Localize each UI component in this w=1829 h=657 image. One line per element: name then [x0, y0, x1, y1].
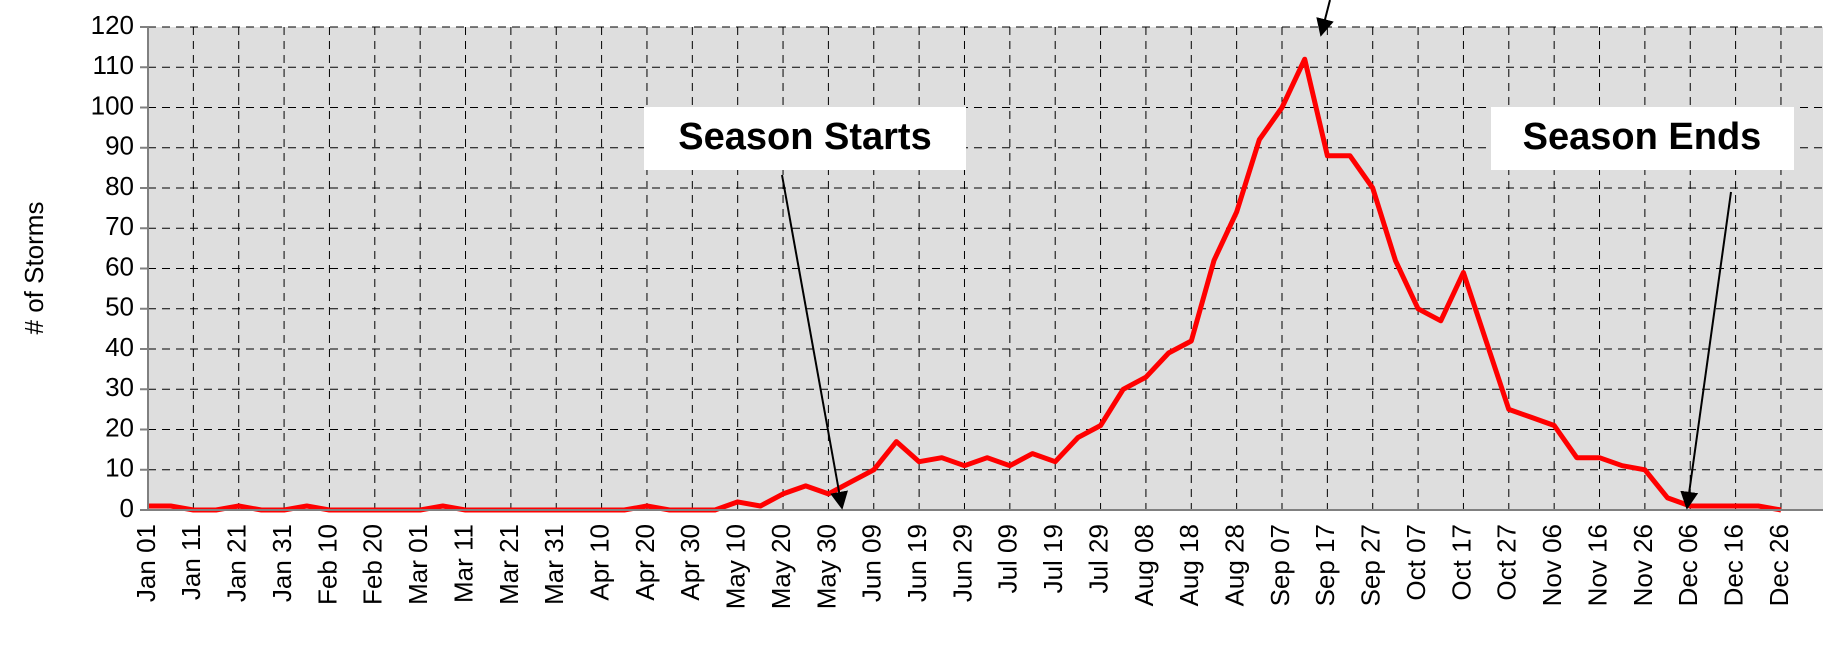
x-tick-label: Sep 27: [1356, 524, 1386, 606]
x-tick-label: Mar 21: [494, 524, 524, 605]
annotation-arrow: [1680, 191, 1732, 510]
x-tick-label: Aug 08: [1129, 524, 1159, 606]
y-tick-label: 80: [105, 171, 134, 201]
annotation-arrow: [781, 174, 848, 510]
x-tick-label: Apr 10: [584, 524, 614, 601]
y-tick-label: 10: [105, 453, 134, 483]
x-tick-label: Sep 07: [1265, 524, 1295, 606]
x-tick-label: Feb 20: [358, 524, 388, 605]
plot-area: [148, 27, 1823, 510]
x-tick-label: Nov 16: [1582, 524, 1612, 606]
x-tick-label: Aug 28: [1220, 524, 1250, 606]
x-tick-label: Jan 21: [222, 524, 252, 602]
x-tick-label: Oct 07: [1401, 524, 1431, 601]
x-tick-label: Apr 20: [630, 524, 660, 601]
x-tick-label: May 10: [721, 524, 751, 609]
annotation: Season Ends: [1523, 116, 1762, 158]
x-tick-label: Jul 09: [993, 524, 1023, 593]
x-tick-label: Dec 06: [1673, 524, 1703, 606]
x-tick-label: Aug 18: [1174, 524, 1204, 606]
x-tick-label: Mar 01: [403, 524, 433, 605]
y-tick-label: 50: [105, 292, 134, 322]
x-tick-label: Oct 27: [1492, 524, 1522, 601]
y-tick-label: 100: [91, 90, 134, 120]
x-tick-label: Dec 26: [1764, 524, 1794, 606]
y-tick-label: 20: [105, 412, 134, 442]
x-tick-label: Jan 11: [176, 524, 206, 600]
x-tick-label: Dec 16: [1718, 524, 1748, 606]
x-tick-label: Jul 29: [1083, 524, 1113, 593]
annotation-box: [644, 107, 966, 170]
y-tick-label: 60: [105, 251, 134, 281]
y-tick-label: 0: [120, 493, 134, 523]
annotation-box: [1491, 107, 1794, 170]
y-tick-label: 30: [105, 372, 134, 402]
x-tick-label: May 20: [766, 524, 796, 609]
y-tick-label: 120: [91, 10, 134, 40]
y-tick-label: 110: [93, 50, 134, 80]
x-tick-label: Jul 19: [1038, 524, 1068, 593]
x-tick-label: Apr 30: [675, 524, 705, 601]
y-tick-label: 70: [105, 211, 134, 241]
peak-arrow: [1316, 0, 1334, 37]
x-tick-label: Sep 17: [1310, 524, 1340, 606]
x-tick-label: Nov 06: [1537, 524, 1567, 606]
x-tick-label: Mar 31: [539, 524, 569, 605]
y-axis-label: # of Storms: [19, 202, 49, 335]
y-tick-label: 90: [105, 131, 134, 161]
x-tick-label: Feb 10: [312, 524, 342, 605]
x-tick-label: Nov 26: [1628, 524, 1658, 606]
x-tick-label: Oct 17: [1446, 524, 1476, 601]
x-tick-label: Mar 11: [448, 524, 478, 603]
x-tick-label: May 30: [811, 524, 841, 609]
x-tick-label: Jun 09: [857, 524, 887, 602]
x-tick-label: Jun 19: [902, 524, 932, 602]
x-tick-label: Jun 29: [947, 524, 977, 602]
x-tick-label: Jan 01: [131, 524, 161, 602]
y-tick-label: 40: [105, 332, 134, 362]
annotation: Season Starts: [678, 116, 931, 158]
x-tick-label: Jan 31: [267, 524, 297, 602]
